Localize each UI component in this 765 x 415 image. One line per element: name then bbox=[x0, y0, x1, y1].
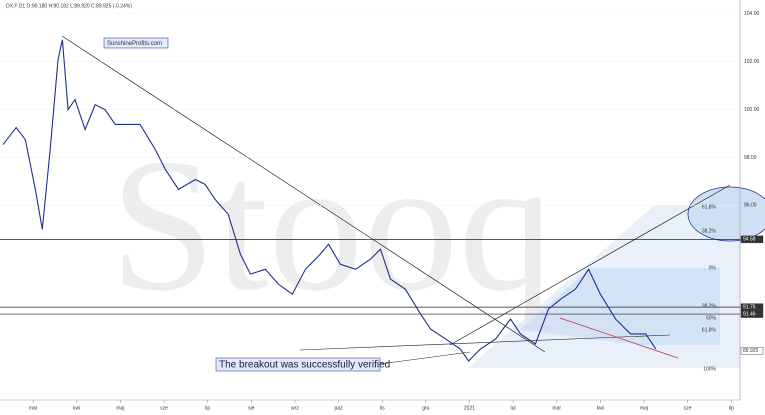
y-tick-label: 100.00 bbox=[744, 107, 760, 113]
chart-title: DX.F D1 O:90.180 H:90.182 L:89.920 C:89.… bbox=[6, 3, 132, 9]
fib-label: 61.8% bbox=[702, 204, 717, 210]
price-line bbox=[2, 39, 657, 362]
price-tag-label: 94.58 bbox=[743, 237, 756, 243]
trend-line bbox=[61, 35, 546, 353]
x-tick-label: lut bbox=[510, 405, 516, 411]
x-tick-label: kwi bbox=[73, 405, 80, 411]
price-tag bbox=[740, 347, 764, 355]
annotation: The breakout was successfully verified bbox=[219, 360, 390, 371]
y-tick-label: 98.00 bbox=[744, 155, 757, 161]
annotation-box bbox=[215, 357, 381, 372]
x-tick-label: kwi bbox=[597, 405, 604, 411]
trend-line bbox=[299, 334, 671, 351]
legend-text: SunshineProfits.com bbox=[107, 41, 162, 47]
price-tag-label: 91.46 bbox=[743, 311, 756, 317]
annotation-arrow bbox=[379, 351, 471, 365]
x-tick-label: cze bbox=[684, 405, 692, 411]
x-tick-label: mar bbox=[552, 405, 561, 411]
x-tick-label: lip bbox=[205, 405, 210, 411]
target-ellipse bbox=[687, 186, 765, 242]
fib-label: 50% bbox=[706, 315, 717, 321]
y-tick-label: 96.00 bbox=[744, 203, 757, 209]
fib-label: 100% bbox=[703, 366, 716, 372]
y-tick-label: 102.00 bbox=[744, 59, 760, 65]
fib-label: 0% bbox=[709, 265, 717, 271]
x-tick-label: maj bbox=[116, 405, 124, 411]
x-tick-label: gru bbox=[422, 405, 429, 411]
price-tag-label: 89.925 bbox=[743, 348, 759, 354]
fib-label: 38.2% bbox=[702, 228, 717, 234]
x-tick-label: lis bbox=[380, 405, 385, 411]
x-tick-label: cze bbox=[160, 405, 168, 411]
price-tag bbox=[740, 235, 764, 244]
trend-line bbox=[449, 184, 731, 346]
watermark: Stooq bbox=[110, 121, 553, 331]
x-tick-label: 2021 bbox=[464, 405, 475, 411]
price-tag bbox=[740, 310, 764, 318]
red-trend-line bbox=[559, 317, 679, 359]
x-tick-label: sie bbox=[248, 405, 255, 411]
y-tick-label: 104.00 bbox=[744, 11, 760, 17]
x-tick-label: maj bbox=[640, 405, 648, 411]
price-tag-label: 91.75 bbox=[743, 304, 756, 310]
x-tick-label: wrz bbox=[291, 405, 299, 411]
legend-box bbox=[103, 37, 169, 49]
x-tick-label: paź bbox=[335, 405, 344, 411]
fib-label: 38.2% bbox=[702, 303, 717, 309]
x-tick-label: lip bbox=[729, 405, 734, 411]
fib-label: 61.8% bbox=[702, 327, 717, 333]
fib-zone-inner bbox=[520, 268, 720, 345]
x-tick-label: mar bbox=[29, 405, 38, 411]
